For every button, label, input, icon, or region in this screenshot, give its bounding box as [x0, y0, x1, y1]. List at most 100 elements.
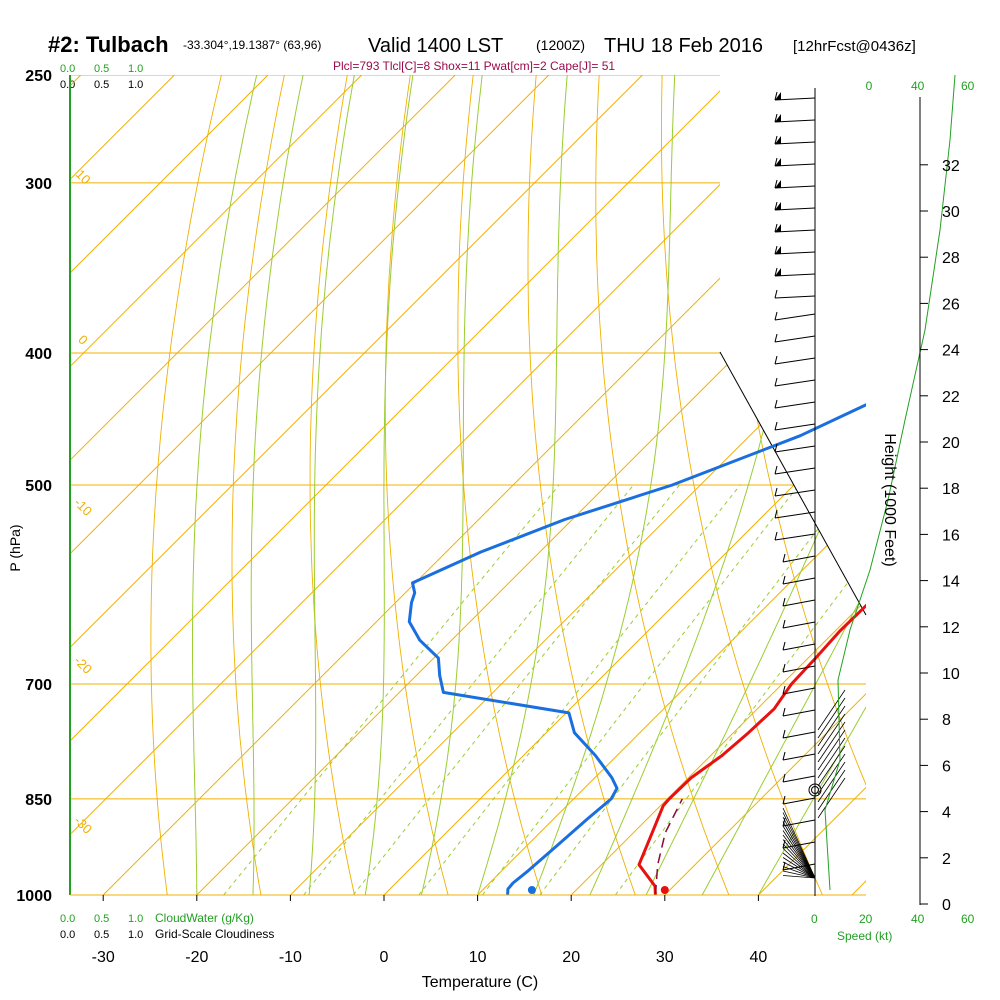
pressure-tick-label: 1000 — [16, 888, 52, 905]
moist-adiabat-line — [192, 75, 258, 895]
isotherm-line — [196, 225, 866, 895]
wind-barb-staff — [774, 511, 816, 519]
wind-barb-feather — [774, 311, 778, 321]
wind-barb-staff — [774, 335, 816, 343]
wind-barb-feather — [782, 773, 786, 783]
dry-adiabat-line — [595, 75, 730, 895]
wind-barb-pennant — [775, 158, 781, 166]
cloudiness-tick: 0.0 — [60, 79, 75, 91]
wind-barb-staff — [782, 643, 816, 651]
wind-barb-feather — [774, 399, 778, 409]
mixing-ratio-line — [223, 484, 560, 895]
height-tick-label: 10 — [942, 666, 960, 683]
cloudiness-label: Grid-Scale Cloudiness — [155, 927, 274, 941]
wind-barb-feather — [774, 465, 778, 475]
mixing-ratio-label: 3 — [337, 903, 354, 917]
wind-barb-lowlevel — [782, 834, 816, 879]
moist-adiabat-line — [701, 587, 866, 895]
cloudwater-tick: 0.5 — [94, 63, 109, 75]
wind-barb-staff — [774, 357, 816, 365]
cloudwater-tick: 1.0 — [128, 913, 143, 925]
speed-tick: 20 — [859, 912, 873, 926]
wind-barb — [774, 465, 816, 475]
height-tick-label: 28 — [942, 250, 960, 267]
wind-barb-staff — [782, 665, 816, 673]
moist-adiabat-line — [477, 75, 568, 895]
wind-barb — [774, 443, 816, 453]
height-axis-title: Height (1000 Feet) — [881, 433, 898, 566]
speed-tick: 0 — [811, 912, 818, 926]
isotherm-line — [664, 693, 866, 895]
moist-adiabat-line — [420, 75, 483, 895]
pressure-tick-label: 400 — [25, 346, 52, 363]
pressure-tick-label: 300 — [25, 176, 52, 193]
wind-barb — [774, 245, 816, 255]
mixing-ratio-line — [482, 484, 800, 895]
temperature-tick-label: 10 — [469, 949, 487, 966]
wind-barb — [774, 157, 816, 167]
temperature-tick-label: 40 — [750, 949, 768, 966]
isotherm-line — [70, 75, 550, 555]
height-tick-label: 14 — [942, 574, 960, 591]
moist-adiabat-line — [364, 75, 414, 895]
wind-barb-staff — [782, 753, 816, 761]
height-tick-label: 26 — [942, 296, 960, 313]
height-tick-label: 22 — [942, 389, 960, 406]
wind-barb — [782, 795, 816, 805]
mixing-ratio-line — [614, 557, 866, 895]
wind-barb-lowlevel — [817, 745, 846, 787]
wind-barb-feather — [782, 641, 786, 651]
temperature-profile — [637, 603, 866, 895]
surface-dewpoint-marker — [527, 886, 536, 894]
wind-barb-pennant — [775, 180, 781, 188]
mixing-ratio-label: 2 — [287, 903, 304, 917]
dry-adiabat-line — [661, 75, 823, 895]
station-title: #2: Tulbach — [48, 32, 169, 57]
wind-barb — [782, 729, 816, 739]
wind-barb-staff — [774, 313, 816, 321]
wind-barb-pennant — [775, 224, 781, 232]
wind-barb-staff — [774, 467, 816, 475]
mixing-ratio-label: 5 — [402, 903, 419, 917]
height-tick-label: 18 — [942, 481, 960, 498]
pressure-tick-label: 700 — [25, 677, 52, 694]
wind-barb-feather — [774, 333, 778, 343]
dry-adiabat-line — [527, 75, 636, 895]
wind-barb-feather — [774, 487, 778, 497]
wind-barb-staff — [774, 97, 816, 101]
wind-barb-lowlevel — [817, 737, 846, 779]
mixing-ratio-line — [539, 484, 853, 895]
wind-barb-staff — [782, 797, 816, 805]
station-coords: -33.304°,19.1387° (63,96) — [183, 38, 321, 52]
wind-barb-feather — [774, 421, 778, 431]
wind-barb-staff — [782, 577, 816, 585]
wind-barb-lowlevel — [817, 729, 846, 771]
dry-adiabat-line — [850, 75, 866, 223]
pressure-tick-label: 500 — [25, 478, 52, 495]
wind-barb-feather — [774, 355, 778, 365]
wind-barb-staff — [774, 163, 816, 167]
wind-barb-pennant — [775, 202, 781, 210]
dry-adiabat-line — [231, 75, 285, 895]
moist-adiabat-line — [645, 417, 866, 895]
dewpoint-profile — [407, 403, 866, 895]
moist-adiabat-line — [533, 75, 676, 895]
temperature-tick-label: 30 — [656, 949, 674, 966]
mixing-ratio-label: 20 — [599, 896, 619, 916]
isotherm-line — [477, 505, 866, 895]
moist-adiabat-line — [250, 75, 304, 895]
height-tick-label: 32 — [942, 158, 960, 175]
wind-barb-feather — [782, 685, 786, 695]
wind-barb — [774, 311, 816, 321]
wind-barb-staff — [782, 709, 816, 717]
wind-barb — [782, 663, 816, 673]
wind-barb-staff — [774, 401, 816, 409]
wind-barb-staff — [774, 379, 816, 387]
cloudwater-tick: 0.0 — [60, 913, 75, 925]
wind-barb-feather — [782, 619, 786, 629]
wind-barb-feather — [782, 553, 786, 563]
wind-barb — [774, 377, 816, 387]
wind-barb-staff — [774, 185, 816, 189]
pressure-tick-label: 850 — [25, 792, 52, 809]
wind-barb-lowlevel — [817, 753, 846, 795]
